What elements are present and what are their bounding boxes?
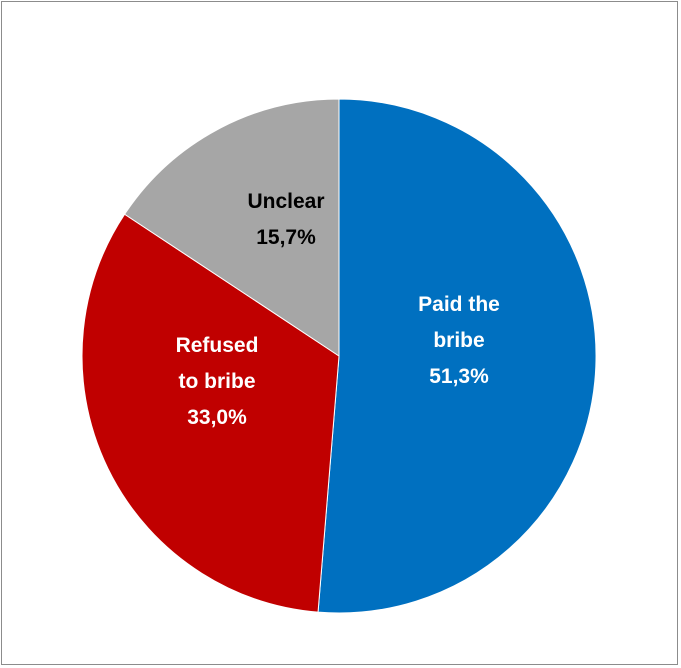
slice-value-label-1: 33,0% [187,406,247,429]
slice-value-label-2: 15,7% [256,226,316,249]
slice-category-label-1: Refused [176,334,259,357]
slice-category-label-2: Unclear [247,190,324,213]
slice-category-label-0: Paid the [418,293,500,316]
slice-category-label-0: bribe [433,329,484,352]
pie-slice-0 [317,98,597,614]
pie-slice-2 [123,98,340,357]
slice-category-label-1: to bribe [179,370,256,393]
slice-value-label-0: 51,3% [429,365,489,388]
